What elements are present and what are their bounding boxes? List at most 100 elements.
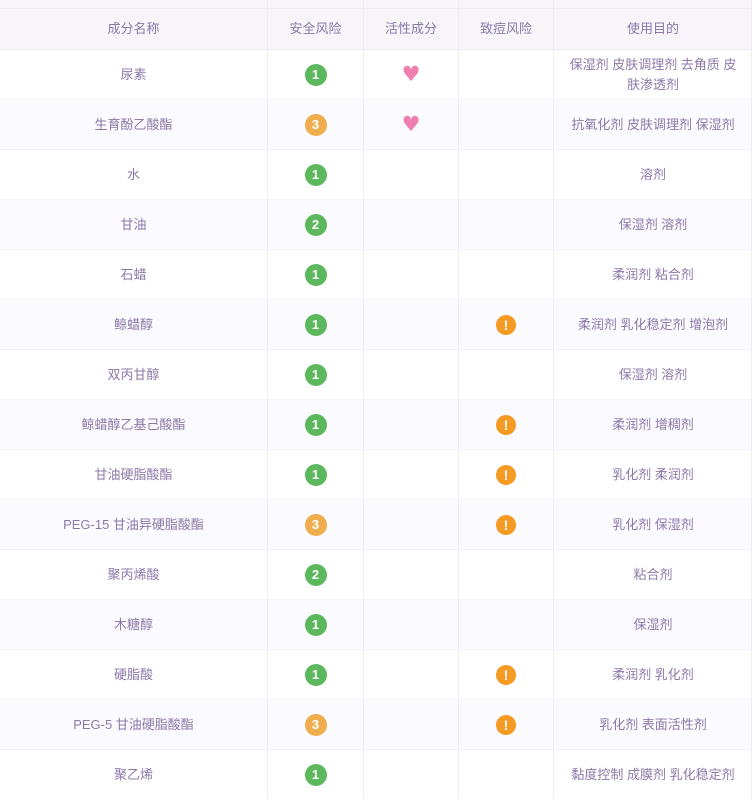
ingredient-name: 石蜡 — [120, 266, 147, 282]
table-row: 石蜡 1 柔润剂 粘合剂 — [0, 250, 751, 300]
heart-icon: ♥ — [401, 112, 421, 136]
table-row: 生育酚乙酸酯 3 ♥ 抗氧化剂 皮肤调理剂 保湿剂 — [0, 100, 751, 150]
top-strip-cell — [267, 0, 363, 8]
safety-risk-badge: 1 — [304, 663, 327, 686]
table-row: 聚乙烯 1 黏度控制 成膜剂 乳化稳定剂 — [0, 750, 751, 799]
safety-risk-cell: 1 — [267, 450, 363, 499]
safety-risk-badge: 3 — [304, 513, 327, 536]
top-strip-cell — [363, 0, 458, 8]
active-ingredient-cell — [363, 700, 458, 749]
active-ingredient-cell — [363, 550, 458, 599]
active-ingredient-cell: ♥ — [363, 50, 458, 99]
col-header-acne-risk: 致痘风险 — [458, 9, 553, 49]
active-ingredient-cell — [363, 600, 458, 649]
acne-risk-cell — [458, 550, 553, 599]
table-row: 鲸蜡醇 1! 柔润剂 乳化稳定剂 增泡剂 — [0, 300, 751, 350]
acne-risk-cell — [458, 150, 553, 199]
safety-risk-badge: 1 — [304, 763, 327, 786]
usage-purpose: 乳化剂 表面活性剂 — [553, 700, 751, 749]
table-row: 甘油 2 保湿剂 溶剂 — [0, 200, 751, 250]
usage-purpose: 乳化剂 柔润剂 — [553, 450, 751, 499]
acne-risk-cell: ! — [458, 400, 553, 449]
safety-risk-badge: 1 — [304, 263, 327, 286]
ingredient-name: 甘油硬脂酸酯 — [94, 466, 173, 482]
ingredient-name: 木糖醇 — [113, 616, 153, 632]
safety-risk-badge: 3 — [304, 713, 327, 736]
usage-purpose: 黏度控制 成膜剂 乳化稳定剂 — [553, 750, 751, 799]
safety-risk-cell: 1 — [267, 250, 363, 299]
col-header-safety-risk: 安全风险 — [267, 9, 363, 49]
safety-risk-badge: 1 — [304, 363, 327, 386]
table-row: 双丙甘醇 1 保湿剂 溶剂 — [0, 350, 751, 400]
usage-purpose: 柔润剂 粘合剂 — [553, 250, 751, 299]
ingredient-name: 尿素 — [120, 66, 147, 82]
table-row: PEG-5 甘油硬脂酸酯 3! 乳化剂 表面活性剂 — [0, 700, 751, 750]
usage-purpose: 保湿剂 — [553, 600, 751, 649]
acne-risk-cell: ! — [458, 700, 553, 749]
exclamation-icon: ! — [496, 664, 516, 685]
ingredient-name: 鲸蜡醇 — [113, 316, 153, 332]
acne-risk-cell — [458, 350, 553, 399]
top-strip-cell — [553, 0, 751, 8]
safety-risk-badge: 2 — [304, 563, 327, 586]
safety-risk-badge: 1 — [304, 163, 327, 186]
col-header-usage-purpose: 使用目的 — [553, 9, 751, 49]
safety-risk-cell: 3 — [267, 100, 363, 149]
active-ingredient-cell — [363, 500, 458, 549]
active-ingredient-cell — [363, 750, 458, 799]
active-ingredient-cell — [363, 150, 458, 199]
ingredient-name: 硬脂酸 — [113, 666, 153, 682]
table-row: 木糖醇 1 保湿剂 — [0, 600, 751, 650]
top-partial-row — [0, 0, 751, 9]
safety-risk-badge: 1 — [304, 463, 327, 486]
safety-risk-badge: 1 — [304, 63, 327, 86]
active-ingredient-cell — [363, 650, 458, 699]
safety-risk-badge: 1 — [304, 613, 327, 636]
usage-purpose: 保湿剂 溶剂 — [553, 350, 751, 399]
usage-purpose: 抗氧化剂 皮肤调理剂 保湿剂 — [553, 100, 751, 149]
safety-risk-cell: 1 — [267, 600, 363, 649]
safety-risk-cell: 2 — [267, 550, 363, 599]
exclamation-icon: ! — [496, 414, 516, 435]
usage-purpose: 柔润剂 增稠剂 — [553, 400, 751, 449]
safety-risk-cell: 1 — [267, 150, 363, 199]
ingredient-name: PEG-15 甘油异硬脂酸酯 — [63, 516, 204, 532]
acne-risk-cell — [458, 600, 553, 649]
active-ingredient-cell — [363, 250, 458, 299]
acne-risk-cell — [458, 50, 553, 99]
safety-risk-cell: 1 — [267, 750, 363, 799]
ingredient-name: 甘油 — [120, 216, 147, 232]
table-row: 甘油硬脂酸酯 1! 乳化剂 柔润剂 — [0, 450, 751, 500]
ingredient-name: PEG-5 甘油硬脂酸酯 — [73, 716, 194, 732]
exclamation-icon: ! — [496, 714, 516, 735]
ingredient-name: 聚丙烯酸 — [107, 566, 160, 582]
top-strip-cell — [0, 0, 267, 8]
ingredient-name: 聚乙烯 — [113, 766, 153, 782]
usage-purpose: 乳化剂 保湿剂 — [553, 500, 751, 549]
table-row: 聚丙烯酸 2 粘合剂 — [0, 550, 751, 600]
safety-risk-badge: 3 — [304, 113, 327, 136]
col-header-ingredient-name: 成分名称 — [107, 21, 160, 36]
safety-risk-cell: 2 — [267, 200, 363, 249]
safety-risk-badge: 2 — [304, 213, 327, 236]
active-ingredient-cell — [363, 450, 458, 499]
top-strip-cell — [458, 0, 553, 8]
usage-purpose: 粘合剂 — [553, 550, 751, 599]
safety-risk-cell: 1 — [267, 400, 363, 449]
usage-purpose: 保湿剂 溶剂 — [553, 200, 751, 249]
acne-risk-cell: ! — [458, 300, 553, 349]
active-ingredient-cell — [363, 200, 458, 249]
exclamation-icon: ! — [496, 314, 516, 335]
heart-icon: ♥ — [401, 62, 421, 86]
active-ingredient-cell — [363, 350, 458, 399]
table-header-row: 成分名称 安全风险 活性成分 致痘风险 使用目的 — [0, 9, 751, 50]
active-ingredient-cell: ♥ — [363, 100, 458, 149]
exclamation-icon: ! — [496, 514, 516, 535]
active-ingredient-cell — [363, 300, 458, 349]
safety-risk-cell: 1 — [267, 350, 363, 399]
exclamation-icon: ! — [496, 464, 516, 485]
safety-risk-cell: 1 — [267, 650, 363, 699]
ingredient-name: 水 — [126, 166, 140, 182]
acne-risk-cell — [458, 200, 553, 249]
